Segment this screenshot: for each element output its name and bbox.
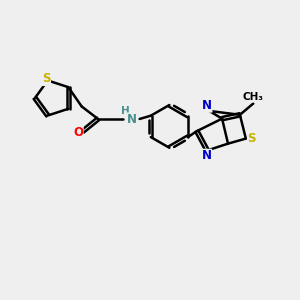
Text: S: S [42,73,50,85]
Text: H: H [121,106,130,116]
Text: N: N [127,113,137,126]
Text: O: O [73,126,83,140]
Text: S: S [248,132,256,145]
Text: N: N [202,99,212,112]
Text: N: N [202,149,212,162]
Text: CH₃: CH₃ [243,92,264,102]
